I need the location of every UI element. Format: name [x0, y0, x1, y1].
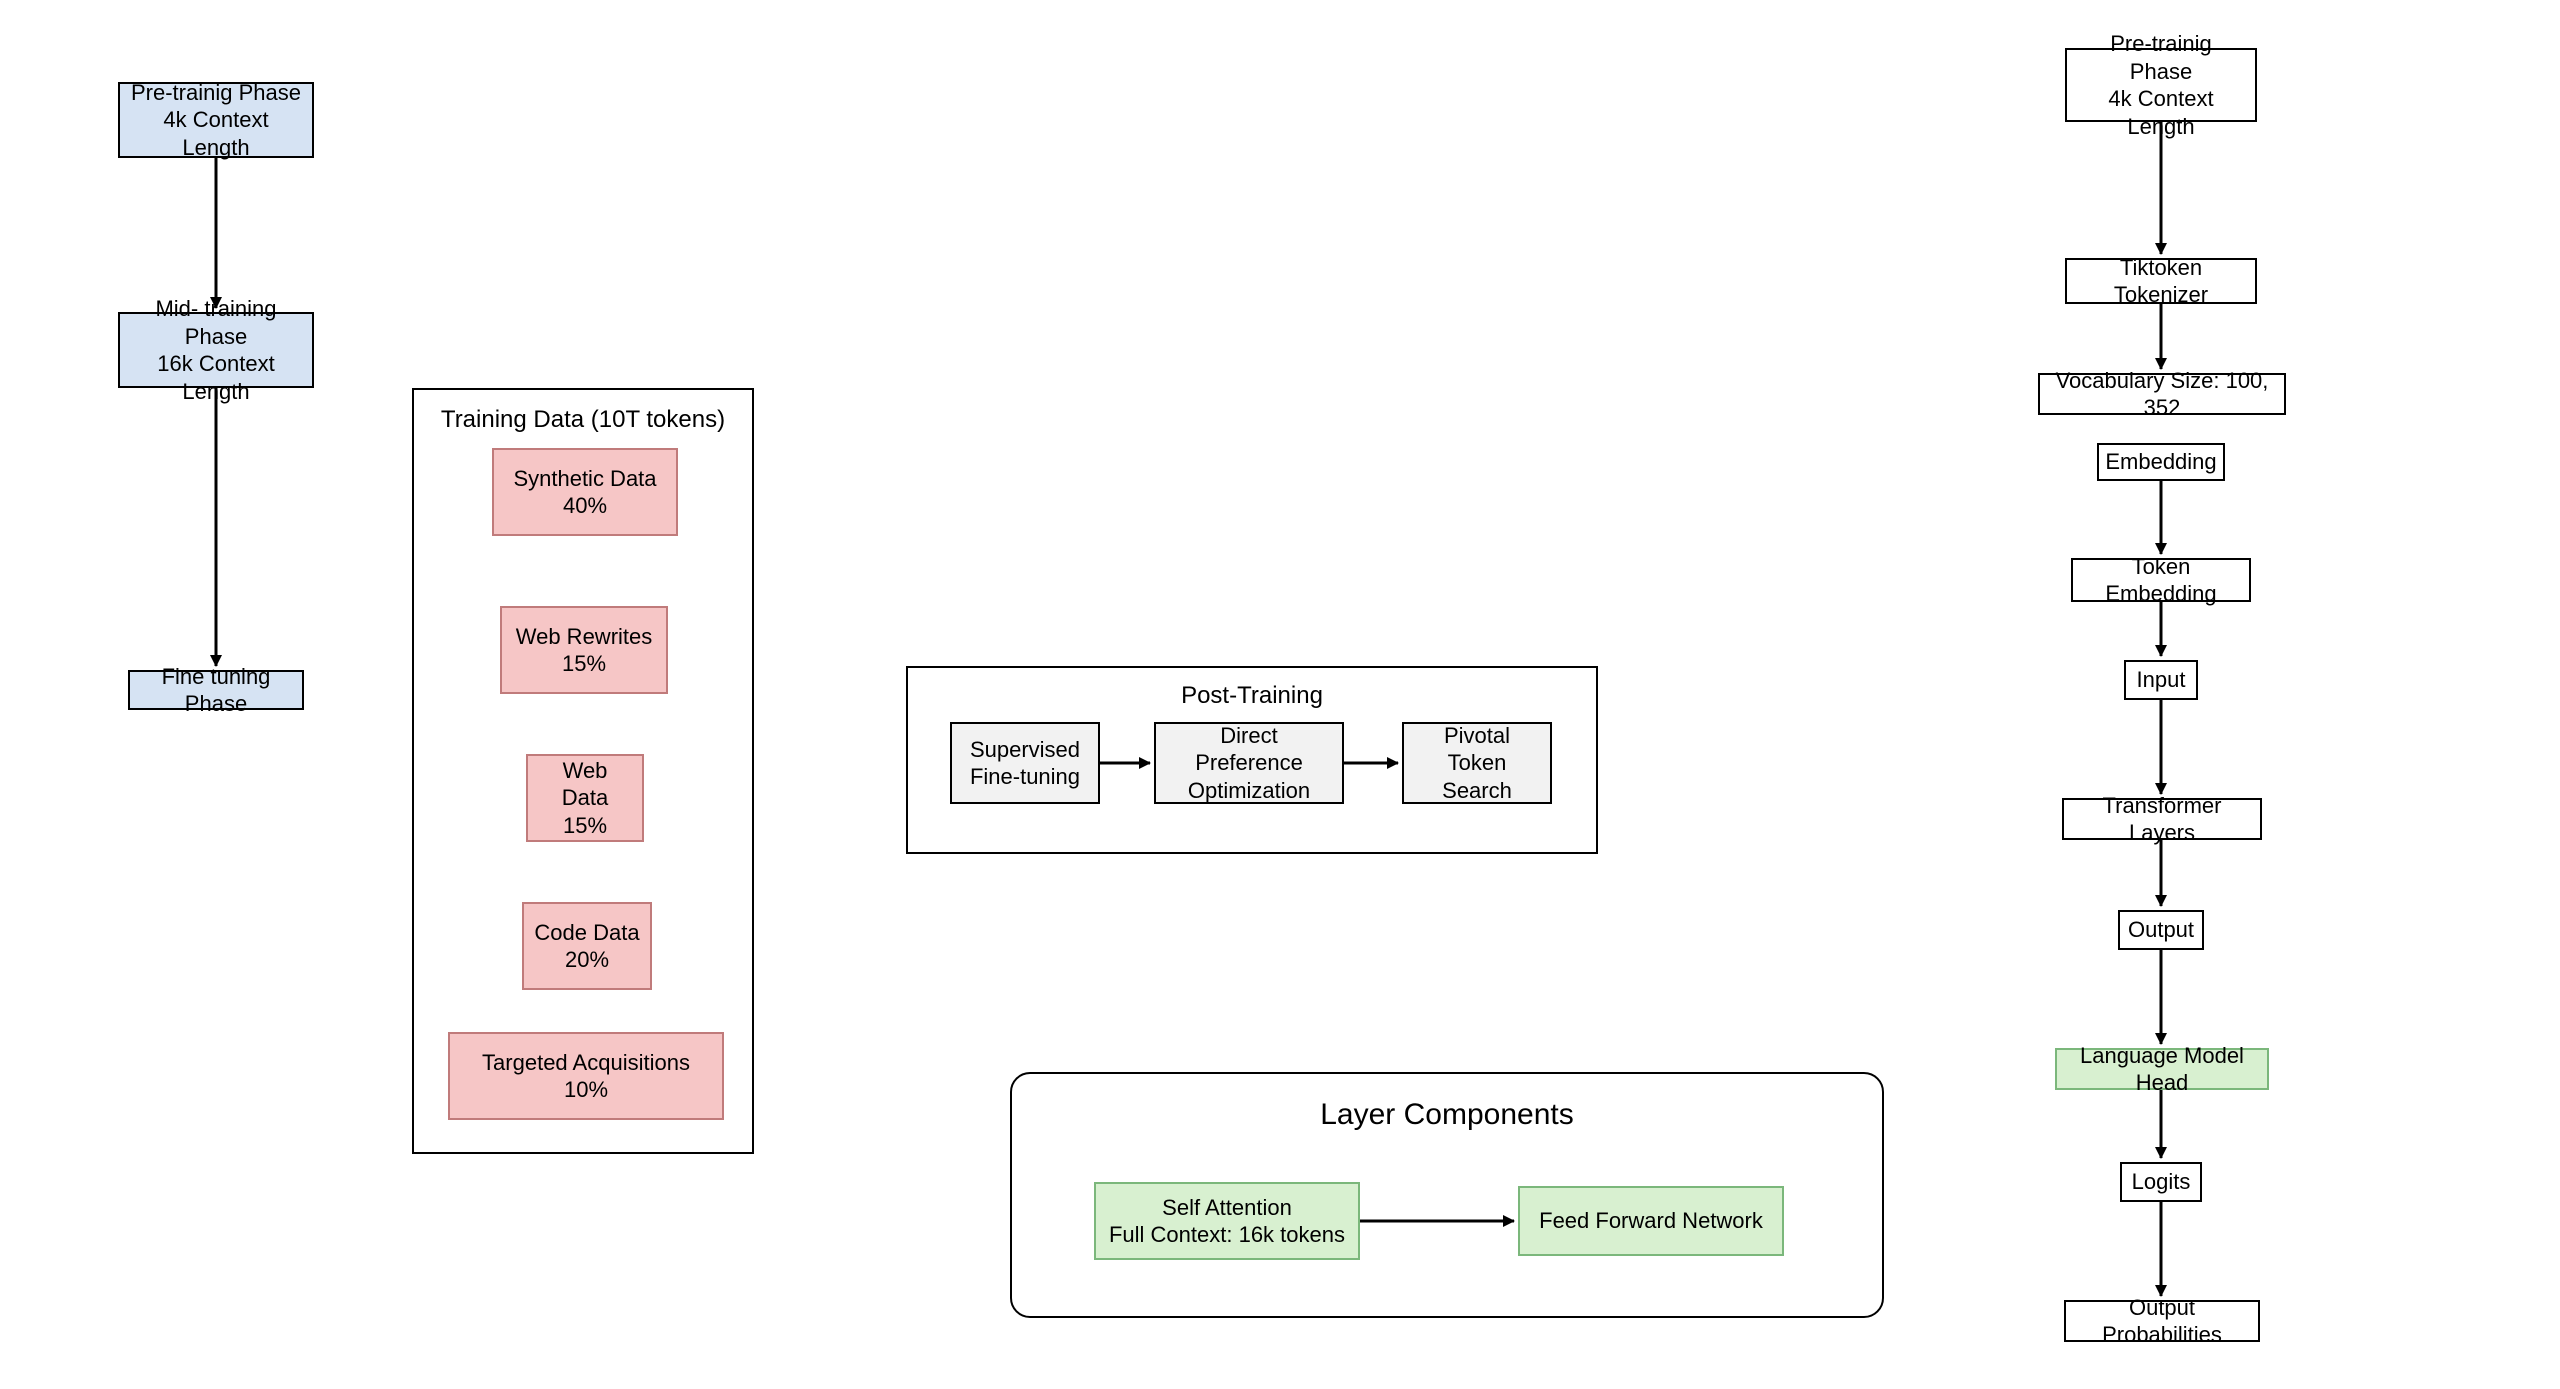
- txt: Feed Forward Network: [1539, 1207, 1763, 1235]
- pt-step-1: Direct Preference Optimization: [1154, 722, 1344, 804]
- txt: Transformer Layers: [2074, 792, 2250, 847]
- txt: 15%: [562, 650, 606, 678]
- txt: 4k Context Length: [130, 106, 302, 161]
- txt: Vocabulary Size: 100, 352: [2050, 367, 2274, 422]
- txt: Token Embedding: [2083, 553, 2239, 608]
- txt: Search: [1442, 777, 1512, 805]
- txt: 40%: [563, 492, 607, 520]
- txt: Web Rewrites: [516, 623, 653, 651]
- lc-ffn: Feed Forward Network: [1518, 1186, 1784, 1256]
- txt: Pivotal Token: [1414, 722, 1540, 777]
- td-item-0: Synthetic Data 40%: [492, 448, 678, 536]
- pipe-n9: Logits: [2120, 1162, 2202, 1202]
- phase-mid: Mid- training Phase 16k Context Length: [118, 312, 314, 388]
- pipe-n4: Token Embedding: [2071, 558, 2251, 602]
- txt: Fine tuning Phase: [140, 663, 292, 718]
- txt: Input: [2137, 666, 2186, 694]
- pt-step-0: Supervised Fine-tuning: [950, 722, 1100, 804]
- td-item-4: Targeted Acquisitions 10%: [448, 1032, 724, 1120]
- txt: Direct Preference: [1166, 722, 1332, 777]
- pipe-n8: Language Model Head: [2055, 1048, 2269, 1090]
- txt: Fine-tuning: [970, 763, 1080, 791]
- txt: 4k Context Length: [2077, 85, 2245, 140]
- txt: Language Model Head: [2067, 1042, 2257, 1097]
- pipe-n2: Vocabulary Size: 100, 352: [2038, 373, 2286, 415]
- post-training-title: Post-Training: [908, 682, 1596, 710]
- txt: Logits: [2132, 1168, 2191, 1196]
- layer-components-title: Layer Components: [1012, 1098, 1882, 1132]
- txt: Synthetic Data: [513, 465, 656, 493]
- txt: Full Context: 16k tokens: [1109, 1221, 1345, 1249]
- pipe-n10: Output Probabilities: [2064, 1300, 2260, 1342]
- txt: Output: [2128, 916, 2194, 944]
- txt: Tiktoken Tokenizer: [2077, 254, 2245, 309]
- txt: Self Attention: [1162, 1194, 1292, 1222]
- phase-fine: Fine tuning Phase: [128, 670, 304, 710]
- pipe-n5: Input: [2124, 660, 2198, 700]
- txt: Pre-trainig Phase: [2077, 30, 2245, 85]
- td-item-1: Web Rewrites 15%: [500, 606, 668, 694]
- txt: Targeted Acquisitions: [482, 1049, 690, 1077]
- txt: Web Data: [538, 757, 632, 812]
- training-data-title: Training Data (10T tokens): [414, 406, 752, 434]
- pipe-n6: Transformer Layers: [2062, 798, 2262, 840]
- txt: Pre-trainig Phase: [131, 79, 301, 107]
- pipe-n0: Pre-trainig Phase 4k Context Length: [2065, 48, 2257, 122]
- txt: 16k Context Length: [130, 350, 302, 405]
- pipe-n7: Output: [2118, 910, 2204, 950]
- txt: Output Probabilities: [2076, 1294, 2248, 1349]
- txt: Code Data: [534, 919, 639, 947]
- pt-step-2: Pivotal Token Search: [1402, 722, 1552, 804]
- txt: 20%: [565, 946, 609, 974]
- td-item-2: Web Data 15%: [526, 754, 644, 842]
- lc-self-attn: Self Attention Full Context: 16k tokens: [1094, 1182, 1360, 1260]
- txt: 10%: [564, 1076, 608, 1104]
- pipe-n3: Embedding: [2097, 443, 2225, 481]
- txt: Mid- training Phase: [130, 295, 302, 350]
- txt: 15%: [563, 812, 607, 840]
- phase-pre: Pre-trainig Phase 4k Context Length: [118, 82, 314, 158]
- txt: Optimization: [1188, 777, 1310, 805]
- pipe-n1: Tiktoken Tokenizer: [2065, 258, 2257, 304]
- txt: Embedding: [2105, 448, 2216, 476]
- txt: Supervised: [970, 736, 1080, 764]
- td-item-3: Code Data 20%: [522, 902, 652, 990]
